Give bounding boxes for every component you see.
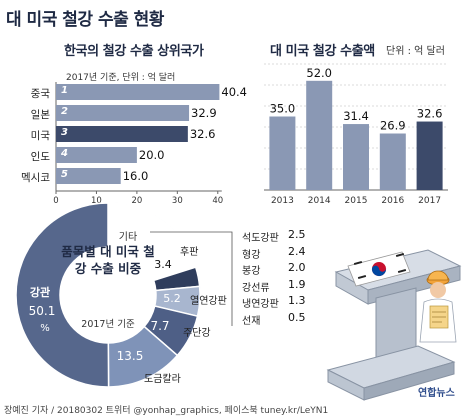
other-item-name: 강선류 (242, 282, 270, 294)
slice-unit-강관: % (40, 323, 50, 334)
value-label: 26.9 (380, 119, 406, 133)
year-label: 2017 (418, 196, 441, 206)
rank-label: 5 (61, 169, 68, 180)
us-export-chart-title: 대 미국 철강 수출액 (270, 44, 375, 59)
x-tick-label: 30 (171, 196, 183, 206)
other-item-row: 선재 0.5 (242, 310, 312, 328)
other-item-value: 0.5 (288, 310, 306, 324)
slice-value-후판: 3.4 (154, 258, 172, 271)
year-label: 2014 (308, 196, 331, 206)
yonhap-logo: 연합뉴스 (418, 388, 455, 399)
bar-미국 (56, 126, 188, 142)
us-export-note: 단위 : 억 달러 (386, 46, 445, 57)
worker-icon (419, 270, 457, 343)
steel-beam-illustration (326, 249, 462, 401)
rank-label: 2 (61, 106, 68, 117)
slice-label-기타: 기타 (119, 231, 137, 243)
value-label: 32.6 (189, 127, 216, 141)
category-label: 중국 (30, 88, 50, 100)
other-leader-line (150, 231, 233, 326)
value-label: 52.0 (306, 66, 332, 80)
slice-value-강관: 50.1 (29, 304, 56, 318)
top-countries-note: 2017년 기준, 단위 : 억 달러 (66, 73, 176, 83)
slice-label-강관: 강관 (30, 285, 50, 299)
bar-중국 (56, 84, 220, 100)
x-tick-label: 0 (53, 196, 59, 206)
other-item-name: 봉강 (242, 266, 261, 277)
x-tick-label: 40 (212, 196, 224, 206)
bar-2013 (269, 116, 296, 190)
donut-center-note: 2017년 기준 (81, 319, 135, 330)
slice-label-도금칼라: 도금칼라 (144, 372, 181, 385)
slice-value-주단강: 7.7 (150, 319, 169, 333)
category-label: 인도 (30, 151, 50, 163)
top-countries-chart-title: 한국의 철강 수출 상위국가 (64, 44, 204, 59)
other-item-name: 냉연강판 (242, 299, 279, 310)
bar-2015 (343, 124, 369, 190)
slice-label-열연강판: 열연강판 (190, 295, 227, 307)
other-item-row: 석도강판 2.5 (242, 228, 312, 245)
value-label: 31.4 (343, 109, 369, 123)
bar-2016 (379, 133, 406, 190)
other-item-value: 1.9 (288, 277, 306, 291)
slice-value-도금칼라: 13.5 (117, 349, 144, 363)
category-label: 미국 (30, 130, 50, 142)
category-label: 멕시코 (21, 172, 50, 184)
other-item-row: 냉연강판 1.3 (242, 294, 312, 311)
slice-강관 (15, 202, 110, 388)
bar-멕시코 (56, 168, 121, 184)
x-tick-label: 20 (131, 196, 143, 206)
other-item-row: 봉강 2.0 (242, 261, 312, 278)
slice-label-주단강: 주단강 (183, 327, 211, 339)
x-tick-label: 10 (91, 196, 102, 206)
bar-2017 (416, 121, 443, 190)
rank-label: 1 (61, 85, 68, 96)
other-item-value: 2.0 (288, 261, 306, 274)
credit-footer: 장예진 기자 / 20180302 트위터 @yonhap_graphics, … (4, 406, 329, 416)
value-label: 35.0 (270, 102, 296, 116)
slice-label-후판: 후판 (180, 246, 198, 258)
donut-center-title: 품목별 대 미국 철강 수출 비중 (56, 243, 160, 277)
category-label: 일본 (30, 109, 50, 121)
other-item-value: 2.4 (288, 244, 306, 258)
bar-인도 (56, 147, 137, 163)
slice-value-열연강판: 5.2 (163, 292, 181, 305)
rank-label: 4 (61, 148, 68, 159)
other-item-name: 선재 (242, 315, 261, 327)
value-label: 40.4 (221, 85, 247, 99)
donut-title-text: 품목별 대 미국 철강 수출 비중 (61, 244, 155, 276)
year-label: 2013 (271, 196, 294, 206)
other-item-row: 강선류 1.9 (242, 277, 312, 295)
other-item-name: 형강 (242, 249, 261, 261)
year-label: 2016 (381, 196, 404, 206)
year-label: 2015 (345, 196, 368, 206)
other-item-value: 1.3 (288, 294, 306, 307)
value-label: 20.0 (138, 148, 165, 162)
other-item-name: 석도강판 (242, 233, 279, 244)
other-item-row: 형강 2.4 (242, 244, 312, 262)
value-label: 16.0 (122, 169, 149, 183)
value-label: 32.6 (417, 107, 443, 121)
rank-label: 3 (61, 127, 68, 138)
page-title: 대 미국 철강 수출 현황 (6, 10, 164, 30)
value-label: 32.9 (191, 106, 217, 120)
other-item-value: 2.5 (288, 228, 306, 241)
bar-2014 (306, 80, 333, 190)
bar-일본 (56, 105, 190, 121)
